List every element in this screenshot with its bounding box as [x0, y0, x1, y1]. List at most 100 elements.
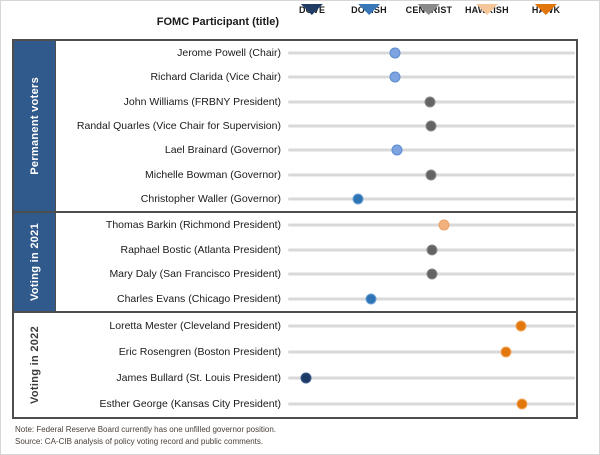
group-label: Permanent voters [14, 41, 56, 211]
voter-group: Permanent voters Jerome Powell (Chair) R… [14, 41, 576, 211]
stance-dot [515, 320, 527, 332]
stance-track [288, 41, 575, 65]
stance-dot [425, 169, 437, 181]
stance-track [288, 213, 575, 238]
track-line [288, 402, 575, 406]
stance-track [288, 391, 575, 417]
participant-row: Jerome Powell (Chair) [56, 41, 576, 65]
stance-dot [424, 96, 436, 108]
track-line [288, 148, 575, 152]
participant-row: Richard Clarida (Vice Chair) [56, 65, 576, 89]
track-line [288, 297, 575, 301]
stance-track [288, 90, 575, 114]
participant-row: Michelle Bowman (Governor) [56, 162, 576, 186]
scale-category: HAWK [531, 4, 561, 33]
participant-row: Thomas Barkin (Richmond President) [56, 213, 576, 238]
stance-dot [516, 398, 528, 410]
participant-column-label: FOMC Participant (title) [156, 16, 279, 28]
participant-name: Richard Clarida (Vice Chair) [150, 71, 281, 84]
stance-dot [391, 144, 403, 156]
stance-dot [352, 193, 364, 205]
scale-category-label: DOVE [298, 5, 326, 15]
track-line [288, 350, 575, 354]
stance-track [288, 287, 575, 312]
participant-row: Raphael Bostic (Atlanta President) [56, 238, 576, 263]
participant-name: Charles Evans (Chicago President) [117, 292, 281, 305]
stance-dot [300, 372, 312, 384]
stance-track [288, 339, 575, 365]
participant-name: Mary Daly (San Francisco President) [109, 268, 281, 281]
voter-group: Voting in 2021 Thomas Barkin (Richmond P… [14, 211, 576, 311]
scale-category-label: CENTRIST [405, 5, 453, 15]
voter-group: Voting in 2022 Loretta Mester (Cleveland… [14, 311, 576, 417]
participant-row: Randal Quarles (Vice Chair for Supervisi… [56, 114, 576, 138]
participant-name: James Bullard (St. Louis President) [116, 372, 281, 384]
scale-triangle-icon [475, 4, 498, 32]
group-label-text: Voting in 2021 [28, 223, 41, 301]
track-line [288, 75, 575, 79]
participant-name: Lael Brainard (Governor) [164, 144, 281, 157]
participant-row: James Bullard (St. Louis President) [56, 365, 576, 391]
group-rows: Jerome Powell (Chair) Richard Clarida (V… [56, 41, 576, 211]
dove-hawk-scale: DOVE DOVISH CENTRIST HAWKISH HAWK [286, 1, 573, 39]
stance-dot [389, 71, 401, 83]
stance-track [288, 162, 575, 186]
track-line [288, 223, 575, 227]
participant-row: Loretta Mester (Cleveland President) [56, 313, 576, 339]
group-rows: Thomas Barkin (Richmond President) Rapha… [56, 213, 576, 311]
scale-category-label: HAWKISH [464, 5, 509, 15]
participant-row: Mary Daly (San Francisco President) [56, 262, 576, 287]
group-label: Voting in 2022 [14, 313, 56, 417]
stance-track [288, 65, 575, 89]
stance-track [288, 313, 575, 339]
track-line [288, 197, 575, 201]
stance-track [288, 138, 575, 162]
participant-name: Loretta Mester (Cleveland President) [109, 320, 281, 332]
stance-track [288, 365, 575, 391]
group-rows: Loretta Mester (Cleveland President) Eri… [56, 313, 576, 417]
scale-category: DOVE [298, 4, 326, 33]
participant-row: John Williams (FRBNY President) [56, 90, 576, 114]
stance-track [288, 114, 575, 138]
participant-row: Lael Brainard (Governor) [56, 138, 576, 162]
chart-header: FOMC Participant (title) DOVE DOVISH CEN… [1, 1, 599, 39]
participant-name: Michelle Bowman (Governor) [145, 168, 281, 181]
source-line: Source: CA-CIB analysis of policy voting… [15, 437, 264, 446]
chart-plot-area: Permanent voters Jerome Powell (Chair) R… [12, 39, 578, 419]
participant-name: Thomas Barkin (Richmond President) [105, 219, 281, 232]
stance-dot [426, 244, 438, 256]
group-label-text: Voting in 2022 [29, 326, 41, 404]
group-label: Voting in 2021 [14, 213, 56, 311]
scale-category-label: HAWK [531, 5, 561, 15]
scale-triangle-icon [417, 4, 440, 32]
participant-name: Randal Quarles (Vice Chair for Supervisi… [76, 119, 281, 132]
group-label-text: Permanent voters [28, 77, 41, 175]
participant-row: Charles Evans (Chicago President) [56, 287, 576, 312]
participant-name: Raphael Bostic (Atlanta President) [120, 243, 282, 256]
track-line [288, 51, 575, 55]
scale-triangle-icon [301, 4, 324, 32]
stance-dot [426, 268, 438, 280]
scale-category-label: DOVISH [351, 5, 387, 15]
participant-name: Jerome Powell (Chair) [177, 47, 281, 60]
stance-dot [438, 219, 450, 231]
stance-dot [500, 346, 512, 358]
track-line [288, 324, 575, 328]
participant-name: Esther George (Kansas City President) [99, 398, 282, 410]
stance-track [288, 187, 575, 211]
participant-row: Eric Rosengren (Boston President) [56, 339, 576, 365]
participant-row: Esther George (Kansas City President) [56, 391, 576, 417]
stance-track [288, 262, 575, 287]
participant-name: John Williams (FRBNY President) [123, 95, 281, 108]
footnotes: Note: Federal Reserve Board currently ha… [15, 424, 276, 448]
stance-track [288, 238, 575, 263]
participant-name: Eric Rosengren (Boston President) [118, 346, 281, 358]
scale-category: HAWKISH [464, 4, 509, 33]
scale-category: DOVISH [351, 4, 387, 33]
note-line: Note: Federal Reserve Board currently ha… [15, 425, 277, 434]
stance-dot [365, 293, 377, 305]
scale-category: CENTRIST [405, 4, 453, 33]
scale-triangle-icon [357, 4, 380, 32]
participant-row: Christopher Waller (Governor) [56, 187, 576, 211]
